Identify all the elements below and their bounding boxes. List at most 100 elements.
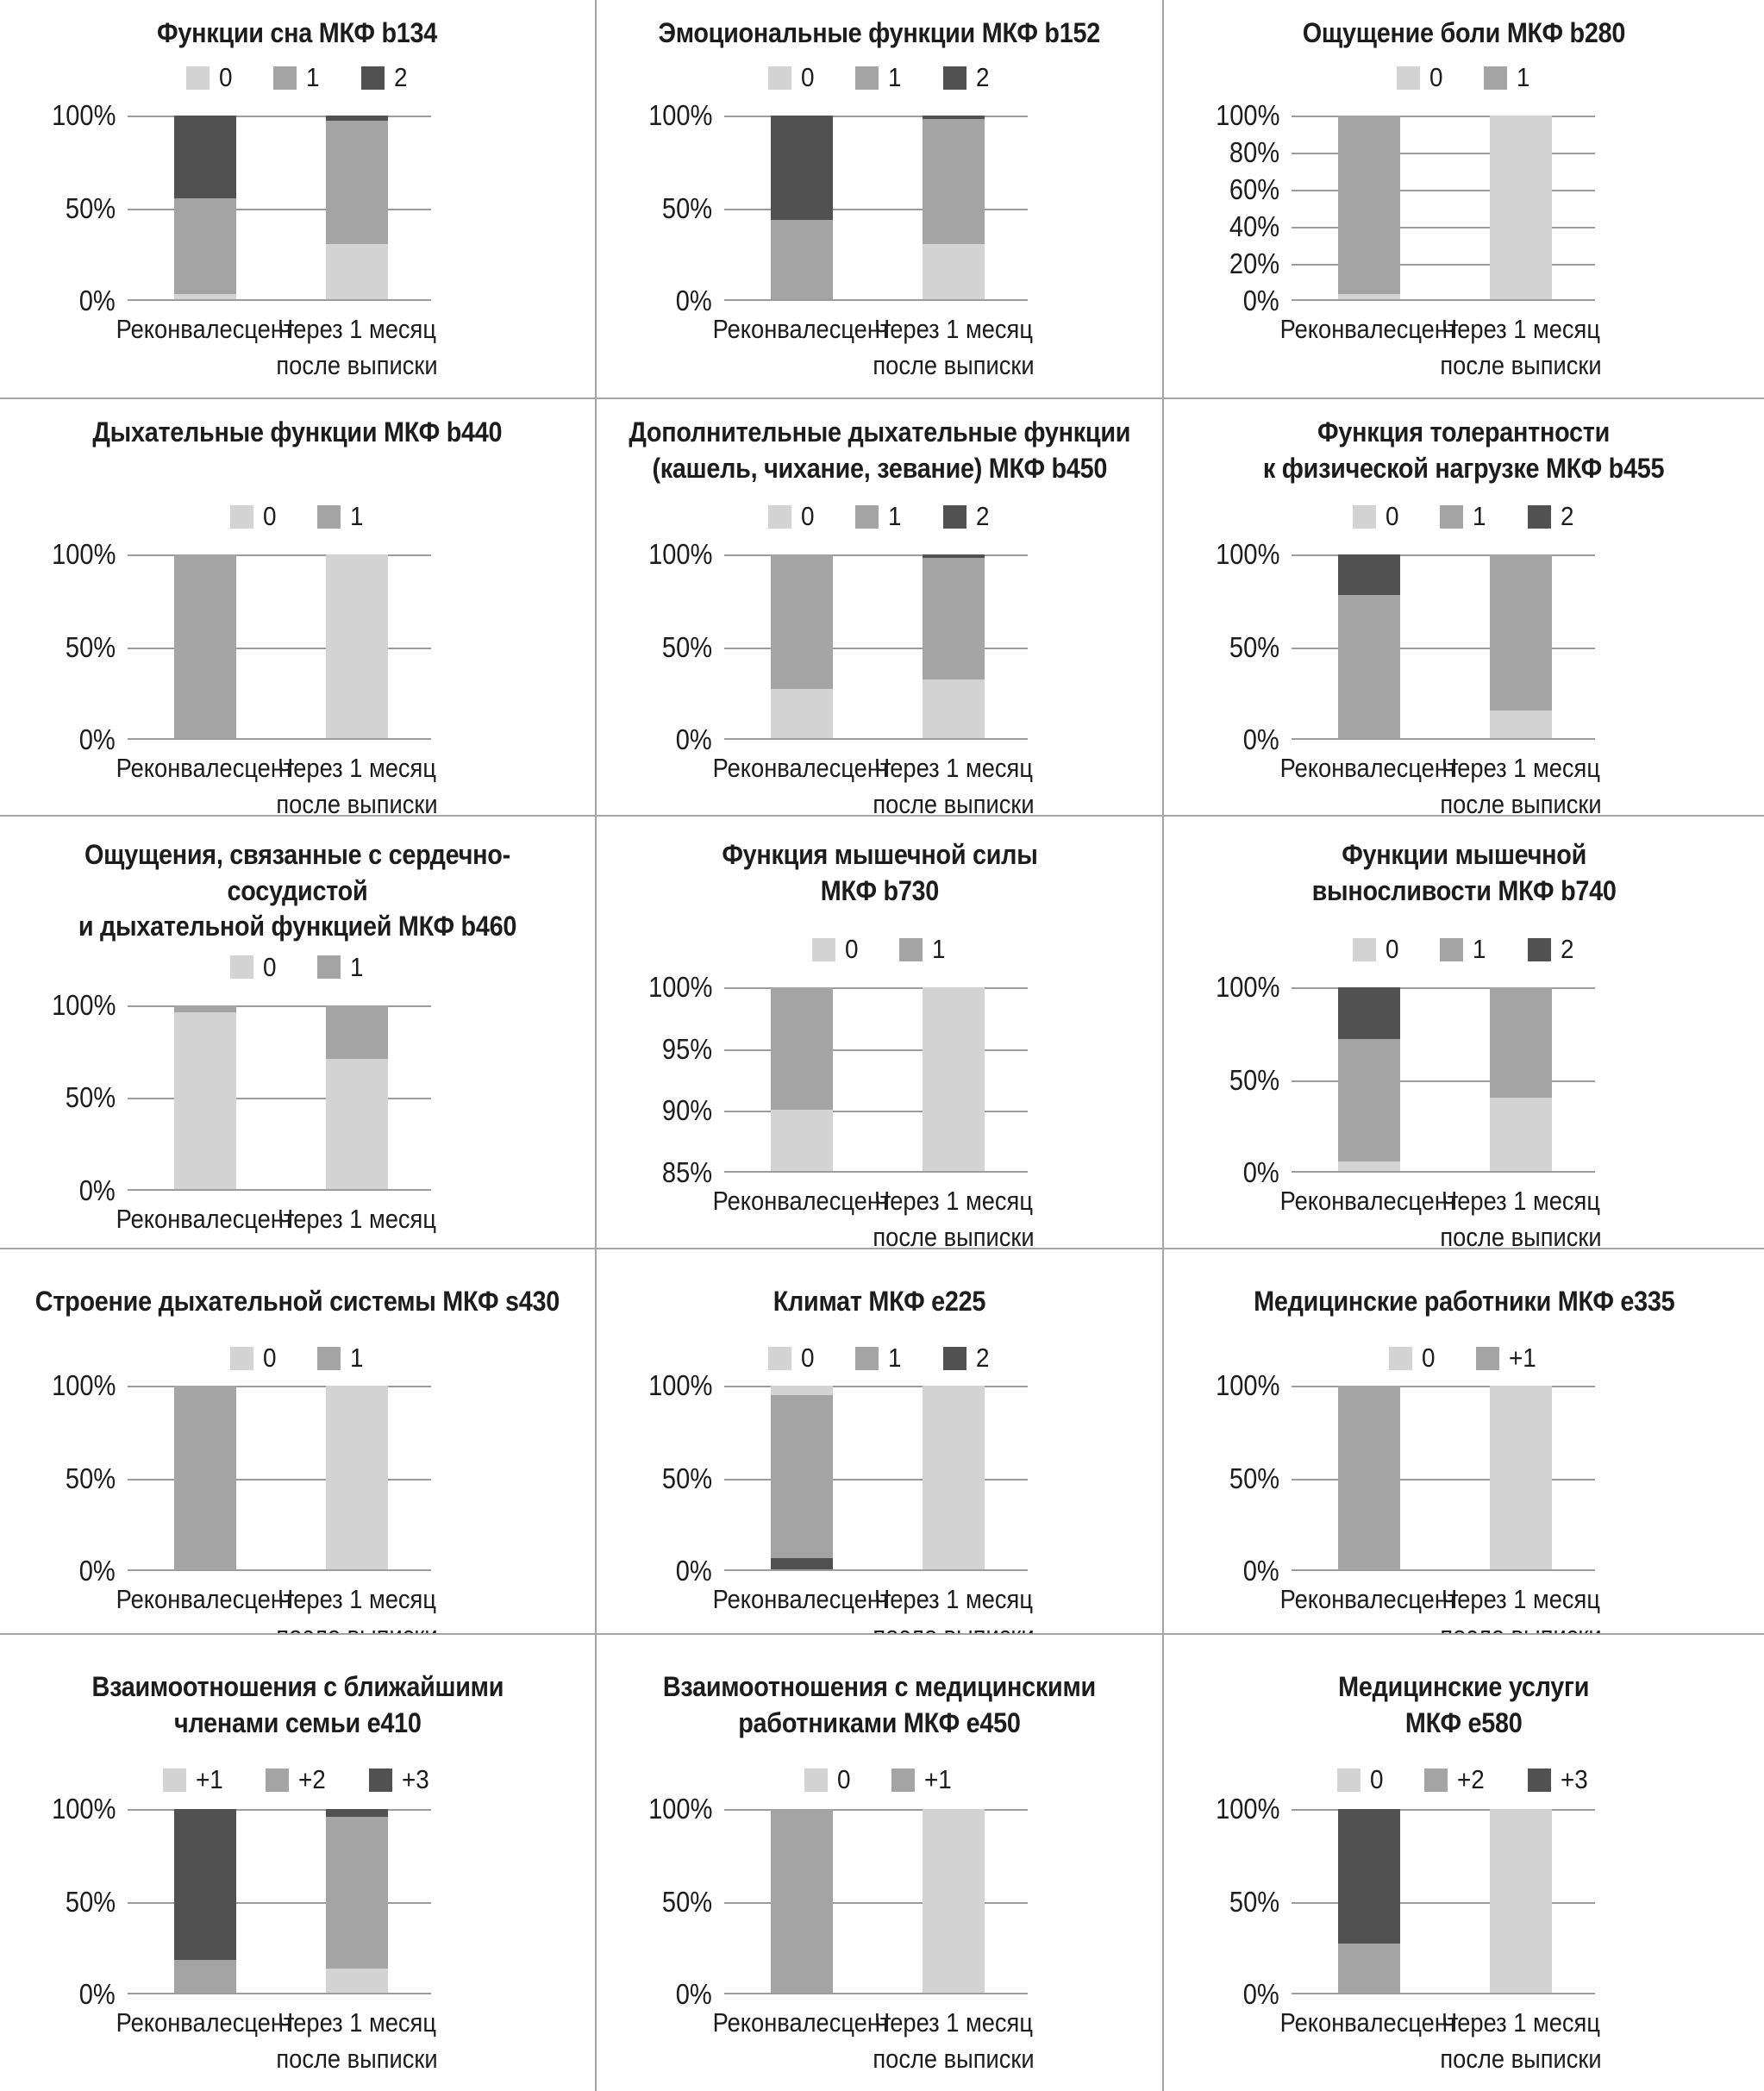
plot-area: 0% 50% 100%	[0, 1793, 595, 2010]
bar-segment-+1	[326, 1969, 388, 1993]
legend-label: 1	[350, 951, 364, 982]
gridline	[724, 1386, 1028, 1387]
bar-segment-2	[326, 116, 388, 122]
bar-segment-+2	[1338, 1943, 1400, 1993]
y-tick-label: 50%	[1229, 630, 1279, 663]
bar-convalescent	[771, 116, 833, 299]
legend-label: 0	[262, 951, 277, 982]
y-tick-label: 100%	[647, 538, 712, 570]
y-axis: 0% 50% 100%	[1164, 538, 1292, 755]
legend-item: 1	[273, 62, 321, 93]
y-tick-label: 0%	[79, 285, 116, 316]
chart-title-line: членами семьи e410	[173, 1706, 422, 1738]
legend-item: 0	[1353, 934, 1400, 965]
y-tick-label: 100%	[51, 988, 116, 1021]
x-category-label-line: после выписки	[276, 349, 438, 380]
bar-convalescent	[174, 1005, 236, 1189]
chart-panel-b450: Дополнительные дыхательные функции (кашел…	[597, 399, 1164, 817]
legend-swatch-icon	[273, 66, 297, 90]
y-tick-label: 85%	[661, 1156, 712, 1188]
chart-legend: 0 1 2	[1164, 934, 1764, 965]
x-category-label-line: Через 1 месяц	[874, 314, 1033, 344]
y-tick-label: 0%	[1243, 1555, 1279, 1587]
x-category-label: Через 1 месяц после выписки	[276, 311, 437, 384]
legend-swatch-icon	[1337, 1768, 1361, 1792]
x-category-label: Реконвалесцент	[713, 1183, 891, 1219]
y-tick-label: 0%	[79, 1978, 116, 2010]
chart-title-line: МКФ e580	[1405, 1706, 1523, 1738]
legend-label: +2	[1457, 1764, 1486, 1794]
legend-item: 1	[855, 62, 903, 93]
gridline	[724, 299, 1028, 301]
y-tick-label: 50%	[661, 1885, 712, 1918]
chart-panel-e580: Медицинские услуги МКФ e580 0 +2 +3 0% 50% 100%…	[1164, 1635, 1764, 2091]
x-category-label-line: Через 1 месяц	[1442, 753, 1600, 783]
gridline	[128, 1901, 431, 1904]
x-category-label-line: после выписки	[873, 1618, 1034, 1633]
gridline	[1292, 264, 1595, 266]
legend-label: 0	[1386, 934, 1399, 964]
x-category-label-line: Через 1 месяц	[874, 2007, 1033, 2038]
x-category-label: Реконвалесцент	[713, 1581, 891, 1618]
chart-title: Дыхательные функции МКФ b440	[0, 415, 595, 494]
bar-segment-0	[326, 554, 388, 738]
legend-swatch-icon	[317, 504, 341, 529]
plot-area: 0% 50% 100%	[597, 538, 1162, 755]
bar-segment-0	[1490, 1809, 1552, 1993]
gridline	[128, 554, 431, 556]
gridline	[1292, 987, 1595, 989]
y-tick-label: 50%	[65, 1081, 116, 1114]
bar-segment-2	[174, 116, 236, 198]
legend-label: 2	[1560, 934, 1574, 964]
chart-title-line: выносливости МКФ b740	[1311, 874, 1617, 906]
y-tick-label: 0%	[676, 723, 712, 755]
legend-item: 0	[768, 501, 816, 532]
y-tick-label: 0%	[676, 1978, 712, 2010]
x-category-label-line: Через 1 месяц	[278, 314, 436, 344]
y-tick-label: 50%	[65, 1462, 116, 1494]
plot	[724, 987, 1028, 1173]
x-category-label: Через 1 месяц после выписки	[873, 311, 1034, 384]
y-axis: 0% 50% 100%	[1164, 971, 1292, 1188]
gridline	[724, 1993, 1028, 1994]
bar-segment-2	[1338, 987, 1400, 1039]
chart-panel-b730: Функция мышечной силы МКФ b730 0 1 85% 90% 95%…	[597, 817, 1164, 1249]
gridline	[724, 987, 1028, 989]
legend-item: +2	[266, 1764, 328, 1795]
y-axis: 0% 50% 100%	[0, 1793, 128, 2010]
legend-item: 0	[804, 1764, 852, 1795]
chart-legend: 0 1 2	[0, 62, 595, 93]
gridline	[128, 1386, 431, 1387]
bar-segment-+3	[326, 1809, 388, 1817]
legend-swatch-icon	[1424, 1768, 1448, 1792]
legend-label: 1	[888, 501, 902, 531]
gridline	[128, 116, 431, 117]
legend-swatch-icon	[811, 937, 835, 961]
chart-title-line: работниками МКФ e450	[738, 1706, 1021, 1738]
plot-area: 0% 50% 100%	[0, 1369, 595, 1587]
y-axis: 0% 50% 100%	[597, 1369, 724, 1587]
x-category-label-line: Реконвалесцент	[1279, 2007, 1459, 2038]
gridline	[1292, 554, 1595, 556]
bar-segment-0	[326, 1386, 388, 1569]
bar-segment-0	[1490, 711, 1552, 738]
legend-swatch-icon	[317, 1346, 341, 1370]
x-category-label-line: Реконвалесцент	[116, 314, 295, 344]
legend-swatch-icon	[1353, 937, 1377, 961]
bar-one-month-after-discharge	[326, 116, 388, 299]
y-tick-label: 0%	[1243, 723, 1279, 755]
x-category-label-line: после выписки	[276, 1618, 437, 1633]
legend-swatch-icon	[360, 66, 385, 90]
gridline	[128, 647, 431, 649]
gridline	[128, 1809, 431, 1811]
plot	[1292, 1386, 1595, 1571]
legend-swatch-icon	[942, 1346, 966, 1370]
bar-segment-+1	[771, 1809, 833, 1993]
legend-label: 2	[975, 1343, 990, 1373]
y-axis: 0% 50% 100%	[0, 99, 128, 316]
chart-title: Эмоциональные функции МКФ b152	[597, 16, 1162, 55]
bar-convalescent	[174, 554, 236, 738]
